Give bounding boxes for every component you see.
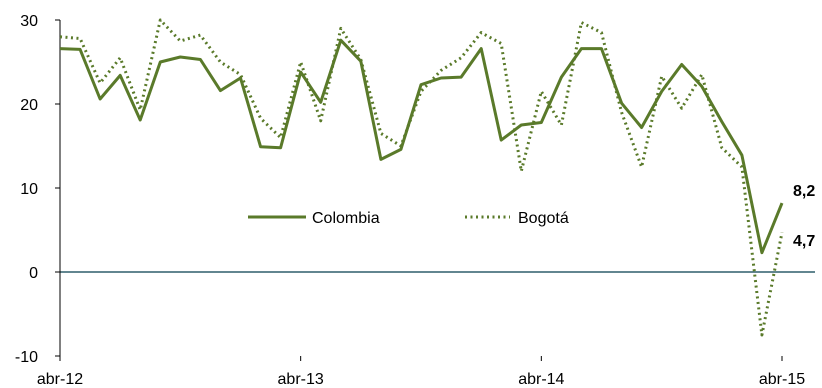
x-tick-label: abr-14 [518, 371, 564, 388]
y-tick-label: 30 [20, 13, 38, 30]
legend-label: Bogotá [518, 210, 569, 227]
axes-layer: -10 0 10 20 30 abr-12 abr-13 abr-14 abr-15 [15, 13, 815, 388]
y-tick-label: 20 [20, 97, 38, 114]
legend-label: Colombia [312, 210, 380, 227]
x-tick-label: abr-12 [37, 371, 83, 388]
end-value-label: 8,2 [793, 183, 815, 200]
y-tick-label: 10 [20, 181, 38, 198]
y-tick-label: 0 [29, 265, 38, 282]
x-tick-label: abr-13 [278, 371, 324, 388]
series-layer [59, 18, 784, 337]
x-tick-label: abr-15 [759, 371, 805, 388]
end-value-label: 4,7 [793, 233, 815, 250]
y-tick-label: -10 [15, 349, 38, 366]
legend: Colombia Bogotá [248, 210, 569, 227]
end-labels: 8,2 4,7 [793, 183, 815, 250]
series-line-bogota [59, 18, 784, 337]
series-line-colombia [59, 38, 784, 255]
